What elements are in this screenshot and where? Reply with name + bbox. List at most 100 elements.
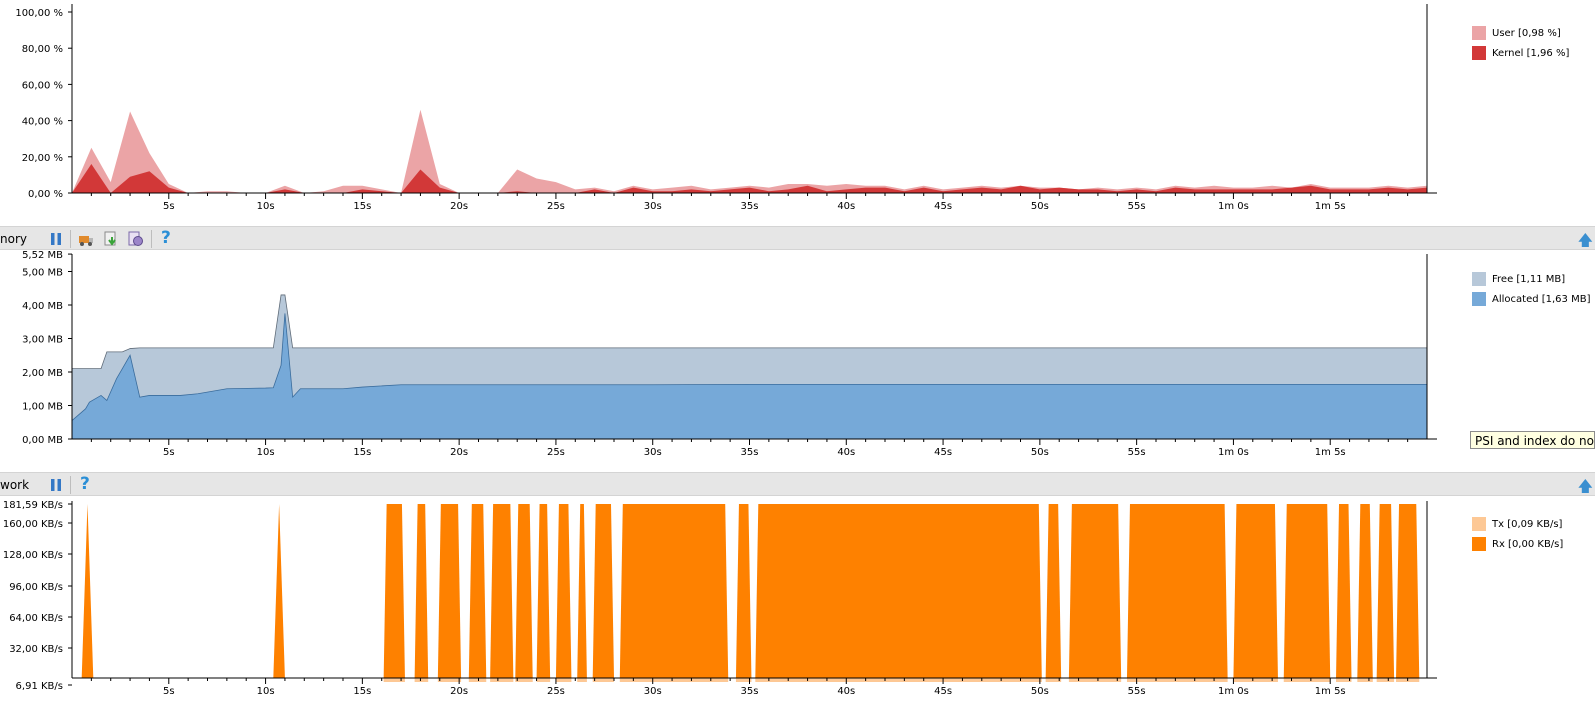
tx-series-band — [437, 678, 462, 682]
tx-series-band — [755, 678, 1042, 682]
tx-series-band — [383, 678, 405, 682]
x-tick-label: 50s — [1031, 447, 1049, 458]
y-tick-label: 0,00 % — [28, 189, 63, 200]
rx-series-block — [1336, 504, 1352, 678]
rx-series-block — [619, 504, 729, 678]
legend-label: Rx [0,00 KB/s] — [1492, 539, 1564, 550]
help-icon[interactable]: ? — [80, 474, 90, 494]
x-tick-label: 45s — [934, 447, 952, 458]
rx-series-block — [577, 504, 587, 678]
tx-series-band — [536, 678, 551, 682]
x-tick-label: 5s — [163, 686, 175, 697]
x-tick-label: 20s — [450, 686, 468, 697]
y-tick-label: 100,00 % — [15, 8, 63, 19]
legend-label: User [0,98 %] — [1492, 28, 1561, 39]
tx-series-band — [619, 678, 729, 682]
collapse-up-icon[interactable]: 🡅 — [1577, 477, 1593, 495]
rx-series-block — [490, 504, 514, 678]
toolbar-separator — [151, 230, 152, 248]
rx-series-block — [414, 504, 429, 678]
pause-icon[interactable] — [48, 477, 64, 493]
y-tick-label: 5,52 MB — [22, 250, 63, 261]
y-tick-label: 0,00 MB — [22, 435, 63, 446]
rx-series-block — [383, 504, 405, 678]
y-tick-label: 4,00 MB — [22, 301, 63, 312]
y-tick-label: 181,59 KB/s — [3, 500, 63, 511]
collapse-up-icon[interactable]: 🡅 — [1577, 231, 1593, 249]
rx-series-block — [1233, 504, 1278, 678]
tx-series-band — [735, 678, 752, 682]
rx-series-block — [1045, 504, 1062, 678]
x-tick-label: 35s — [741, 686, 759, 697]
x-tick-label: 20s — [450, 447, 468, 458]
x-tick-label: 1m 5s — [1315, 447, 1346, 458]
legend-swatch — [1472, 537, 1486, 551]
x-tick-label: 40s — [837, 447, 855, 458]
legend-label: Free [1,11 MB] — [1492, 274, 1566, 285]
rx-series-block — [1376, 504, 1395, 678]
x-tick-label: 1m 5s — [1315, 686, 1346, 697]
y-tick-label: 64,00 KB/s — [9, 613, 63, 624]
x-tick-label: 45s — [934, 686, 952, 697]
x-tick-label: 55s — [1128, 201, 1146, 212]
legend-label: Tx [0,09 KB/s] — [1492, 519, 1563, 530]
tx-series-band — [1126, 678, 1228, 682]
x-tick-label: 1m 0s — [1218, 201, 1249, 212]
tx-series-band — [1045, 678, 1062, 682]
legend-label: Allocated [1,63 MB] — [1492, 294, 1591, 305]
x-tick-label: 1m 0s — [1218, 447, 1249, 458]
rx-series-block — [1396, 504, 1420, 678]
tx-series-band — [490, 678, 514, 682]
memory-section-header: nory ? 🡅 — [0, 226, 1595, 250]
legend-label: Kernel [1,96 %] — [1492, 48, 1570, 59]
y-tick-label: 32,00 KB/s — [9, 644, 63, 655]
x-tick-label: 25s — [547, 447, 565, 458]
tx-series-band — [1336, 678, 1352, 682]
download-icon[interactable] — [103, 231, 119, 247]
x-tick-label: 30s — [644, 686, 662, 697]
x-tick-label: 10s — [257, 201, 275, 212]
tx-series-band — [1068, 678, 1122, 682]
x-tick-label: 15s — [353, 447, 371, 458]
x-tick-label: 40s — [837, 686, 855, 697]
rx-series-block — [1126, 504, 1228, 678]
y-tick-label: 60,00 % — [22, 80, 63, 91]
x-tick-label: 30s — [644, 201, 662, 212]
toolbar-separator — [70, 230, 71, 248]
x-tick-label: 25s — [547, 686, 565, 697]
cpu-chart: 100,00 % 80,00 % 60,00 % 40,00 % 20,00 % 0,00… — [15, 4, 1437, 212]
y-tick-label: 3,00 MB — [22, 335, 63, 346]
dump-icon[interactable] — [78, 231, 94, 247]
legend-swatch — [1472, 292, 1486, 306]
x-tick-label: 15s — [353, 201, 371, 212]
x-tick-label: 40s — [837, 201, 855, 212]
rx-spike — [273, 504, 285, 678]
pause-icon[interactable] — [48, 231, 64, 247]
memory-chart: 5,52 MB 5,00 MB 4,00 MB 3,00 MB 2,00 MB 1,00 … — [22, 250, 1437, 458]
legend-swatch — [1472, 272, 1486, 286]
y-tick-label: 80,00 % — [22, 44, 63, 55]
x-tick-label: 35s — [741, 201, 759, 212]
network-chart: 181,59 KB/s 160,00 KB/s 128,00 KB/s 96,00 K… — [3, 500, 1437, 697]
y-tick-label: 128,00 KB/s — [3, 550, 63, 561]
x-tick-label: 1m 5s — [1315, 201, 1346, 212]
help-icon[interactable]: ? — [161, 228, 171, 248]
tx-series-band — [1357, 678, 1373, 682]
y-tick-label: 1,00 MB — [22, 402, 63, 413]
cpu-panel: 100,00 % 80,00 % 60,00 % 40,00 % 20,00 % 0,00… — [0, 0, 1595, 215]
rx-series-block — [555, 504, 572, 678]
x-tick-label: 50s — [1031, 201, 1049, 212]
x-tick-label: 5s — [163, 447, 175, 458]
tx-series-band — [515, 678, 533, 682]
tooltip: PSI and index do not m — [1470, 431, 1595, 449]
rx-series-block — [468, 504, 487, 678]
legend-swatch — [1472, 26, 1486, 40]
kernel-series-area — [72, 164, 1427, 193]
x-tick-label: 10s — [257, 447, 275, 458]
rx-spike — [81, 504, 94, 678]
user-series-area — [72, 109, 1427, 193]
gc-icon[interactable] — [128, 231, 144, 247]
allocated-series-area — [71, 313, 1428, 440]
x-tick-label: 55s — [1128, 686, 1146, 697]
toolbar-separator — [70, 476, 71, 494]
